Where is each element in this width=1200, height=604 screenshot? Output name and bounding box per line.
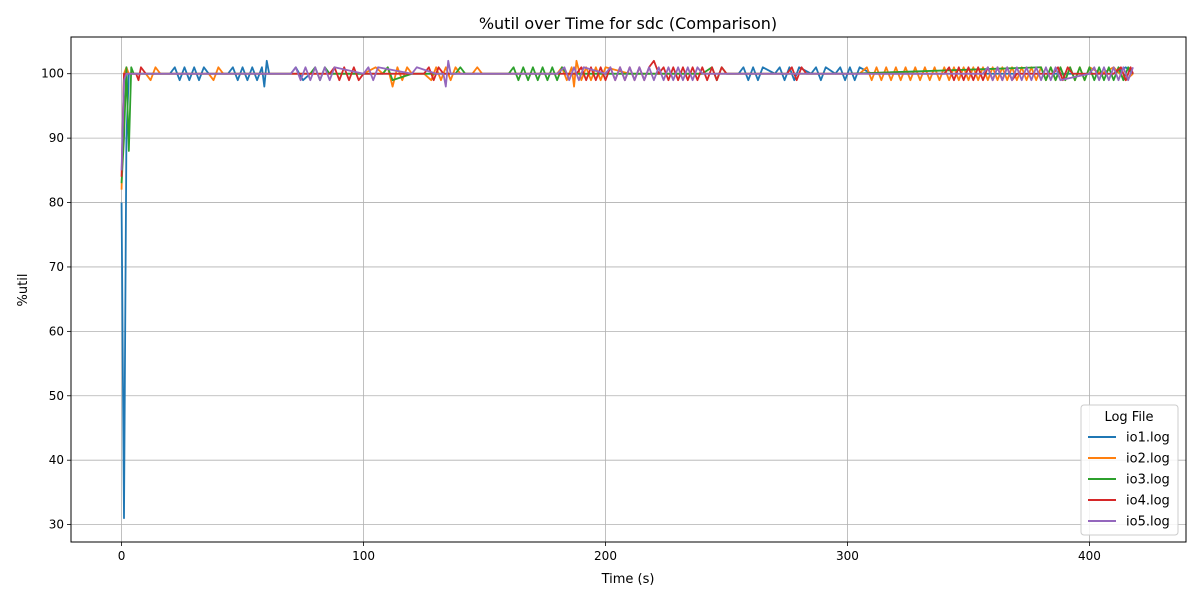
y-tick-label: 60 [49,324,64,338]
x-axis-label: Time (s) [601,572,655,587]
y-tick-label: 80 [49,196,64,210]
series-line-3 [120,66,1134,184]
legend-title: Log File [1104,410,1153,425]
legend: Log File io1.log io2.log io3.log io4.log io5… [1080,404,1179,536]
series-lines [120,59,1134,520]
legend-entry-label: io3.log [1126,473,1170,488]
y-axis-label: %util [16,274,31,307]
y-tick-label: 50 [49,389,64,403]
x-axis-ticks: 0 100 200 300 400 [118,542,1101,563]
y-tick-label: 30 [49,518,64,532]
y-axis-ticks: 30 40 50 60 70 80 90 100 [41,67,71,532]
grid-lines [71,37,1186,542]
y-tick-label: 90 [49,131,64,145]
x-tick-label: 400 [1078,549,1101,563]
plot-frame [70,36,1187,543]
x-tick-label: 200 [594,549,617,563]
series-line-1 [120,59,1134,520]
series-line-5 [120,59,1134,171]
chart-title: %util over Time for sdc (Comparison) [479,14,777,33]
legend-entry-label: io4.log [1126,494,1170,509]
y-tick-label: 70 [49,260,64,274]
y-tick-label: 100 [41,67,64,81]
series-line-4 [120,59,1134,177]
legend-entry-label: io5.log [1126,515,1170,530]
legend-entry-label: io1.log [1126,431,1170,446]
y-tick-label: 40 [49,453,64,467]
x-tick-label: 0 [118,549,126,563]
x-tick-label: 300 [836,549,859,563]
x-tick-label: 100 [352,549,375,563]
legend-entry-label: io2.log [1126,452,1170,467]
series-line-2 [120,59,1134,190]
